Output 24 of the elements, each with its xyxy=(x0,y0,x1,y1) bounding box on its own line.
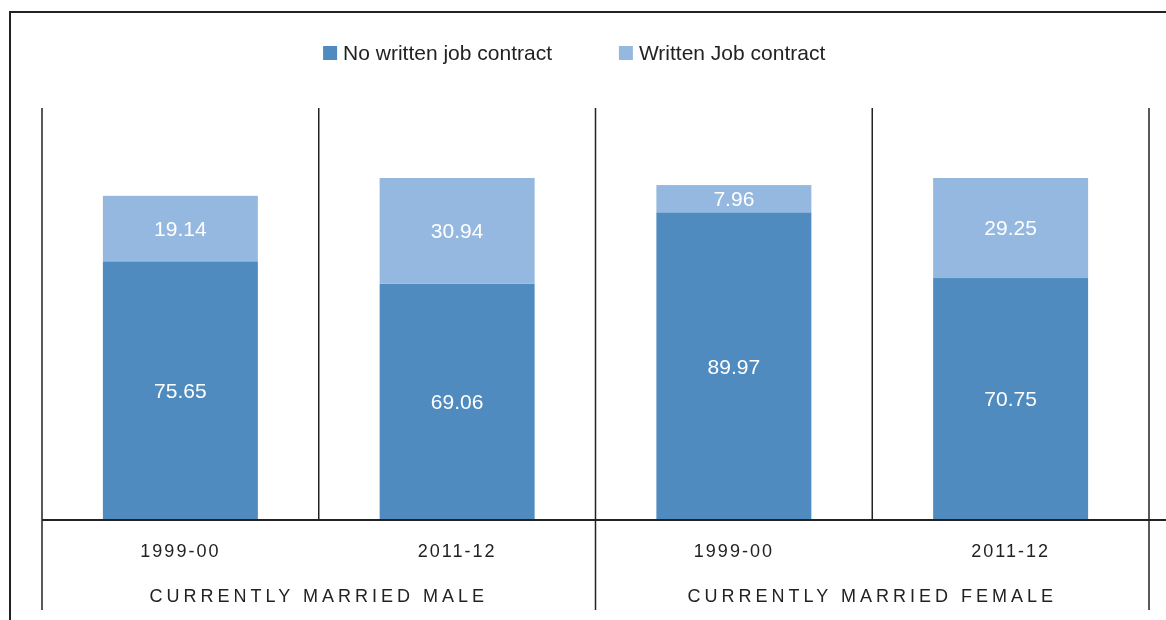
data-label: 75.65 xyxy=(154,378,207,402)
text: CURRENTLY MARRIED FEMALE xyxy=(687,586,1057,607)
data-label: 30.94 xyxy=(430,219,484,243)
x-tick-label: 1999-00 xyxy=(693,541,774,562)
bar xyxy=(656,212,812,520)
x-tick-label: 2011-12 xyxy=(417,541,497,562)
bar xyxy=(933,278,1089,520)
x-tick-label: 1999-00 xyxy=(140,541,221,562)
legend-label: Written Job contract xyxy=(638,41,826,65)
data-label: 19.14 xyxy=(154,216,207,240)
bar xyxy=(656,185,812,213)
data-label: 89.97 xyxy=(707,354,761,378)
text: CURRENTLY MARRIED MALE xyxy=(149,586,488,607)
x-tick-label: 2011-12 xyxy=(971,541,1050,562)
bar xyxy=(379,178,535,284)
data-label: 70.75 xyxy=(984,387,1037,411)
bar xyxy=(933,178,1089,279)
legend-label: No written job contract xyxy=(343,41,553,65)
data-label: 29.25 xyxy=(984,216,1037,240)
data-label: 7.96 xyxy=(713,187,755,211)
bar xyxy=(102,261,258,520)
bar xyxy=(102,195,258,262)
bar xyxy=(379,283,535,520)
data-label: 69.06 xyxy=(430,390,484,414)
